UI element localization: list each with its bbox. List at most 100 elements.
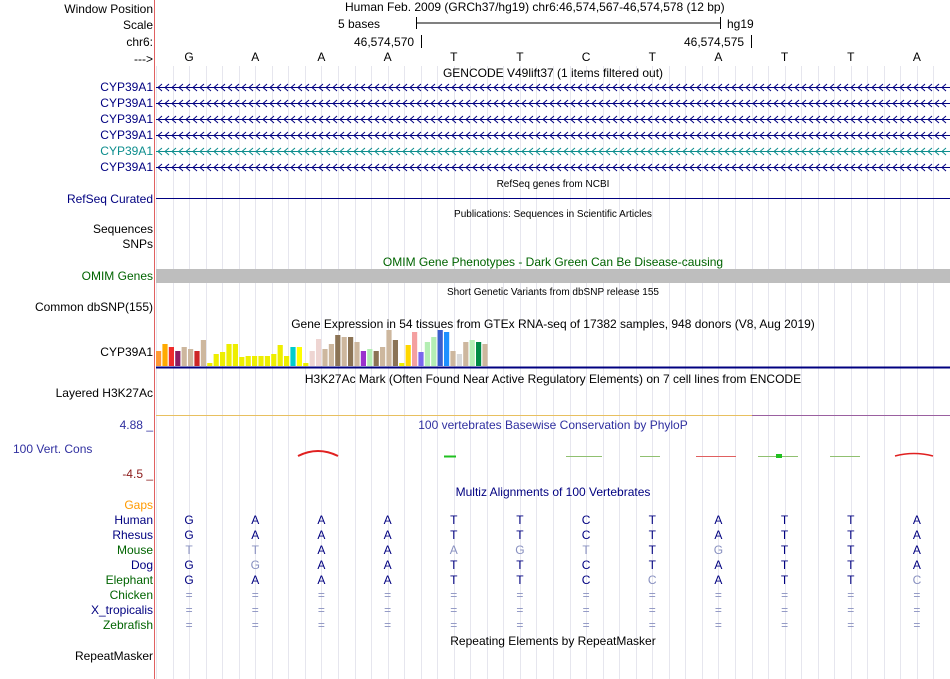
gtex-tissue-bar <box>245 356 251 366</box>
gtex-track-title[interactable]: Gene Expression in 54 tissues from GTEx … <box>291 317 815 331</box>
multiz-track-title[interactable]: Multiz Alignments of 100 Vertebrates <box>455 485 651 499</box>
gencode-transcript-label[interactable]: CYP39A1 <box>100 144 153 158</box>
alignment-base: A <box>317 528 326 542</box>
alignment-base: A <box>317 573 326 587</box>
strand-arrows <box>157 147 947 156</box>
gencode-track-title[interactable]: GENCODE V49lift37 (1 items filtered out) <box>442 66 664 80</box>
species-label[interactable]: Mouse <box>116 543 153 557</box>
alignment-base: A <box>912 543 921 557</box>
gtex-tissue-bar <box>207 363 213 366</box>
alignment-base: = <box>185 588 193 602</box>
gtex-tissue-bar <box>220 352 226 366</box>
gencode-transcript-label[interactable]: CYP39A1 <box>100 80 153 94</box>
alignment-base: = <box>847 618 855 632</box>
alignment-base: T <box>648 558 656 572</box>
gtex-tissue-bar <box>476 342 482 366</box>
dbsnp-label[interactable]: Common dbSNP(155) <box>34 300 153 314</box>
gencode-transcript-label[interactable]: CYP39A1 <box>100 112 153 126</box>
alignment-base: T <box>648 513 656 527</box>
alignment-base: = <box>648 588 656 602</box>
omim-label[interactable]: OMIM Genes <box>81 269 153 283</box>
gencode-transcript-label[interactable]: CYP39A1 <box>100 128 153 142</box>
alignment-base: = <box>384 603 392 617</box>
alignment-base: = <box>582 603 590 617</box>
reference-base: A <box>317 50 326 64</box>
alignment-base: = <box>913 603 921 617</box>
gtex-tissue-bar <box>335 335 341 366</box>
alignment-base: = <box>317 603 325 617</box>
strand-arrows <box>157 163 947 172</box>
reference-base: T <box>780 50 789 64</box>
gtex-tissue-bar <box>412 332 418 366</box>
species-label[interactable]: Dog <box>130 558 153 572</box>
alignment-base: T <box>450 513 458 527</box>
dbsnp-track-title[interactable]: Short Genetic Variants from dbSNP releas… <box>447 287 659 298</box>
gtex-tissue-bar <box>328 344 334 366</box>
gencode-transcript-label[interactable]: CYP39A1 <box>100 160 153 174</box>
gtex-tissue-bar <box>175 351 181 366</box>
gtex-tissue-bar <box>373 351 379 366</box>
phylop-label[interactable]: 100 Vert. Cons <box>13 442 93 456</box>
alignment-base: A <box>714 513 723 527</box>
alignment-base: T <box>847 543 855 557</box>
species-label[interactable]: Chicken <box>109 588 153 602</box>
alignment-base: C <box>647 573 657 587</box>
refseq-label[interactable]: RefSeq Curated <box>66 192 153 206</box>
alignment-base: A <box>383 558 392 572</box>
repeatmasker-label[interactable]: RepeatMasker <box>74 649 153 663</box>
alignment-base: G <box>184 528 194 542</box>
alignment-base: C <box>912 573 922 587</box>
species-label[interactable]: Human <box>114 513 153 527</box>
refseq-track-title[interactable]: RefSeq genes from NCBI <box>496 179 610 190</box>
alignment-base: T <box>780 543 789 557</box>
publications-track-title[interactable]: Publications: Sequences in Scientific Ar… <box>454 209 652 220</box>
h3k27ac-label[interactable]: Layered H3K27Ac <box>55 386 153 400</box>
gtex-tissue-bar <box>360 351 366 366</box>
gtex-tissue-bar <box>309 351 315 366</box>
alignment-base: = <box>781 603 789 617</box>
alignment-base: = <box>251 588 259 602</box>
sequences-label[interactable]: Sequences <box>92 222 153 236</box>
species-label[interactable]: Elephant <box>105 573 153 587</box>
alignment-base: = <box>781 588 789 602</box>
species-label[interactable]: X_tropicalis <box>90 603 153 617</box>
alignment-base: = <box>317 588 325 602</box>
alignment-base: = <box>714 588 722 602</box>
alignment-base: = <box>317 618 325 632</box>
gtex-tissue-bar <box>444 332 450 366</box>
alignment-base: = <box>847 588 855 602</box>
gtex-tissue-bar <box>213 354 219 366</box>
gtex-tissue-bar <box>303 363 309 366</box>
gtex-tissue-bar <box>354 342 360 366</box>
reference-base: T <box>847 50 855 64</box>
gtex-tissue-bar <box>405 345 411 366</box>
alignment-base: T <box>780 573 789 587</box>
repeatmasker-track-title[interactable]: Repeating Elements by RepeatMasker <box>450 634 656 648</box>
phylop-track-title[interactable]: 100 vertebrates Basewise Conservation by… <box>418 418 688 432</box>
gtex-tissue-bar <box>392 340 398 366</box>
h3k27ac-track-title[interactable]: H3K27Ac Mark (Often Found Near Active Re… <box>304 372 802 386</box>
alignment-base: = <box>384 588 392 602</box>
alignment-base: = <box>185 618 193 632</box>
snps-label[interactable]: SNPs <box>122 237 153 251</box>
phylop-ymax: 4.88 _ <box>119 418 153 432</box>
alignment-base: = <box>185 603 193 617</box>
reference-base: C <box>581 50 591 64</box>
alignment-base: = <box>714 603 722 617</box>
gtex-tissue-bar <box>348 337 354 366</box>
gencode-transcript-label[interactable]: CYP39A1 <box>100 96 153 110</box>
omim-track-title[interactable]: OMIM Gene Phenotypes - Dark Green Can Be… <box>382 255 724 269</box>
reference-base: A <box>251 50 260 64</box>
alignment-base: = <box>582 588 590 602</box>
species-label[interactable]: Zebrafish <box>102 618 153 632</box>
gtex-tissue-bar <box>277 345 283 366</box>
species-label[interactable]: Rhesus <box>112 528 153 542</box>
gtex-label[interactable]: CYP39A1 <box>100 345 153 359</box>
strand-arrows <box>157 131 947 140</box>
alignment-base: A <box>251 513 260 527</box>
alignment-base: A <box>383 543 392 557</box>
gaps-label[interactable]: Gaps <box>124 498 153 512</box>
alignment-base: = <box>913 618 921 632</box>
